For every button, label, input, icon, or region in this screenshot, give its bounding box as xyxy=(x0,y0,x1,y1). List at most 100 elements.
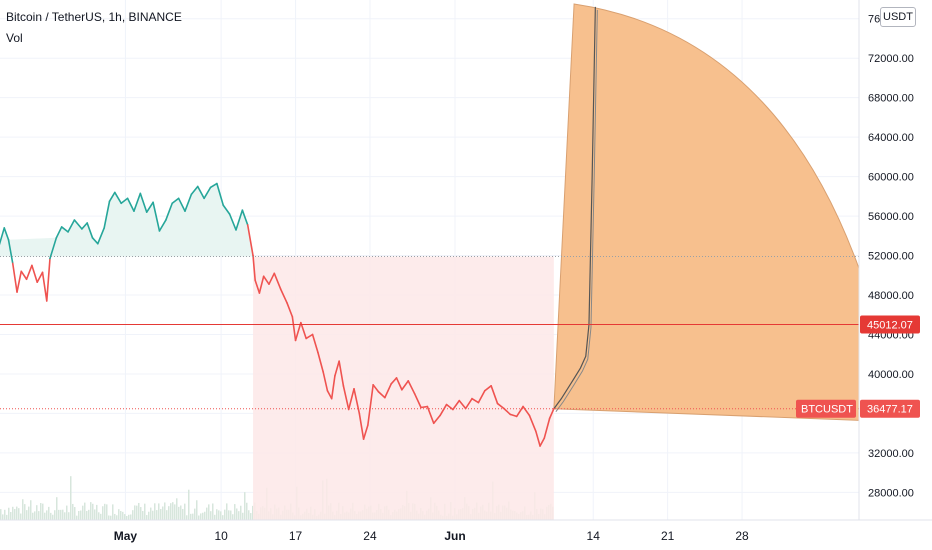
price-segment xyxy=(203,186,212,200)
volume-bar xyxy=(24,504,26,520)
volume-bar xyxy=(182,508,184,520)
price-segment xyxy=(258,275,265,294)
price-tick-label: 56000.00 xyxy=(868,211,914,223)
volume-bar xyxy=(112,504,114,520)
price-segment xyxy=(108,191,116,203)
volume-bar xyxy=(46,510,48,520)
price-segment xyxy=(145,201,154,213)
price-segment xyxy=(439,403,448,417)
time-tick-label: 17 xyxy=(289,529,303,543)
volume-bar xyxy=(16,506,18,520)
volume-bar xyxy=(170,503,172,520)
price-segment xyxy=(432,414,441,425)
volume-bar xyxy=(186,515,188,520)
volume-bar xyxy=(132,510,134,520)
price-segment xyxy=(291,315,297,342)
volume-bar xyxy=(108,515,110,520)
volume-bar xyxy=(114,513,116,520)
up-area-fill xyxy=(0,183,254,257)
volume-bar xyxy=(82,505,84,520)
volume-bar xyxy=(96,504,98,520)
price-axis[interactable]: 28000.0032000.0036000.0040000.0044000.00… xyxy=(868,14,914,500)
volume-bar xyxy=(230,510,232,520)
price-segment xyxy=(452,399,461,411)
price-segment xyxy=(273,272,282,290)
volume-bar xyxy=(0,509,2,520)
volume-bar xyxy=(84,502,86,520)
price-segment xyxy=(477,389,486,404)
price-segment xyxy=(97,227,105,245)
volume-bar xyxy=(68,512,70,520)
volume-bar xyxy=(200,513,202,520)
volume-bar xyxy=(248,510,250,520)
volume-bar xyxy=(140,507,142,520)
price-segment xyxy=(372,384,380,393)
volume-bar xyxy=(242,512,244,520)
price-segment xyxy=(7,238,14,265)
price-tick-label: 72000.00 xyxy=(868,53,914,65)
volume-bar xyxy=(146,515,148,520)
price-segment xyxy=(25,264,33,281)
volume-bar xyxy=(70,476,72,520)
price-segment xyxy=(126,197,135,212)
time-axis[interactable]: May 10 17 24 Jun 14 21 28 xyxy=(114,529,749,543)
price-segment xyxy=(490,385,499,405)
time-tick-label: May xyxy=(114,529,138,543)
price-segment xyxy=(390,377,398,385)
volume-bar xyxy=(62,509,64,520)
volume-bar xyxy=(50,512,52,520)
price-segment xyxy=(67,219,76,233)
price-segment xyxy=(254,279,261,294)
volume-bar xyxy=(224,509,226,520)
volume-bar xyxy=(124,514,126,520)
price-tick-label: 68000.00 xyxy=(868,93,914,105)
price-segment xyxy=(252,254,256,282)
price-segment xyxy=(262,275,270,285)
price-segment xyxy=(235,209,244,231)
level-price-text: 45012.07 xyxy=(867,320,913,332)
price-segment xyxy=(209,182,218,189)
currency-button[interactable]: USDT xyxy=(880,7,916,27)
volume-bar xyxy=(136,505,138,520)
symbol-tag xyxy=(796,399,856,418)
price-segment xyxy=(317,351,324,373)
volume-label: Vol xyxy=(6,31,23,45)
price-segment xyxy=(413,392,422,409)
volume-bar xyxy=(164,502,166,520)
volume-bar xyxy=(238,511,240,520)
volume-bar xyxy=(154,503,156,520)
volume-bar xyxy=(88,509,90,520)
price-segment xyxy=(362,424,369,440)
volume-bar xyxy=(252,505,254,520)
volume-bar xyxy=(162,506,164,520)
level-price-tag xyxy=(860,315,920,334)
volume-bar xyxy=(26,510,28,520)
price-segment xyxy=(16,270,23,293)
price-segment xyxy=(196,185,205,200)
volume-bar xyxy=(100,513,102,520)
area-fills xyxy=(0,183,554,520)
last-price-tag xyxy=(860,399,920,418)
volume-bar xyxy=(184,503,186,520)
volume-bar xyxy=(206,507,208,520)
price-segment xyxy=(528,414,537,432)
price-segment xyxy=(20,270,28,281)
volume-bar xyxy=(244,492,246,520)
volume-bar xyxy=(36,505,38,520)
price-segment xyxy=(377,390,386,399)
volume-bar xyxy=(34,511,36,520)
price-segment xyxy=(190,185,199,196)
volume-bar xyxy=(60,509,62,520)
volume-bar xyxy=(44,512,46,520)
volume-bar xyxy=(176,498,178,520)
price-segment xyxy=(483,385,492,392)
price-tick-label: 64000.00 xyxy=(868,132,914,144)
price-tick-label: 32000.00 xyxy=(868,448,914,460)
price-segment xyxy=(503,407,512,416)
volume-bar xyxy=(2,514,4,520)
price-segment xyxy=(152,201,161,232)
price-segment xyxy=(158,219,167,232)
volume-bar xyxy=(138,502,140,520)
volume-bar xyxy=(10,512,12,520)
